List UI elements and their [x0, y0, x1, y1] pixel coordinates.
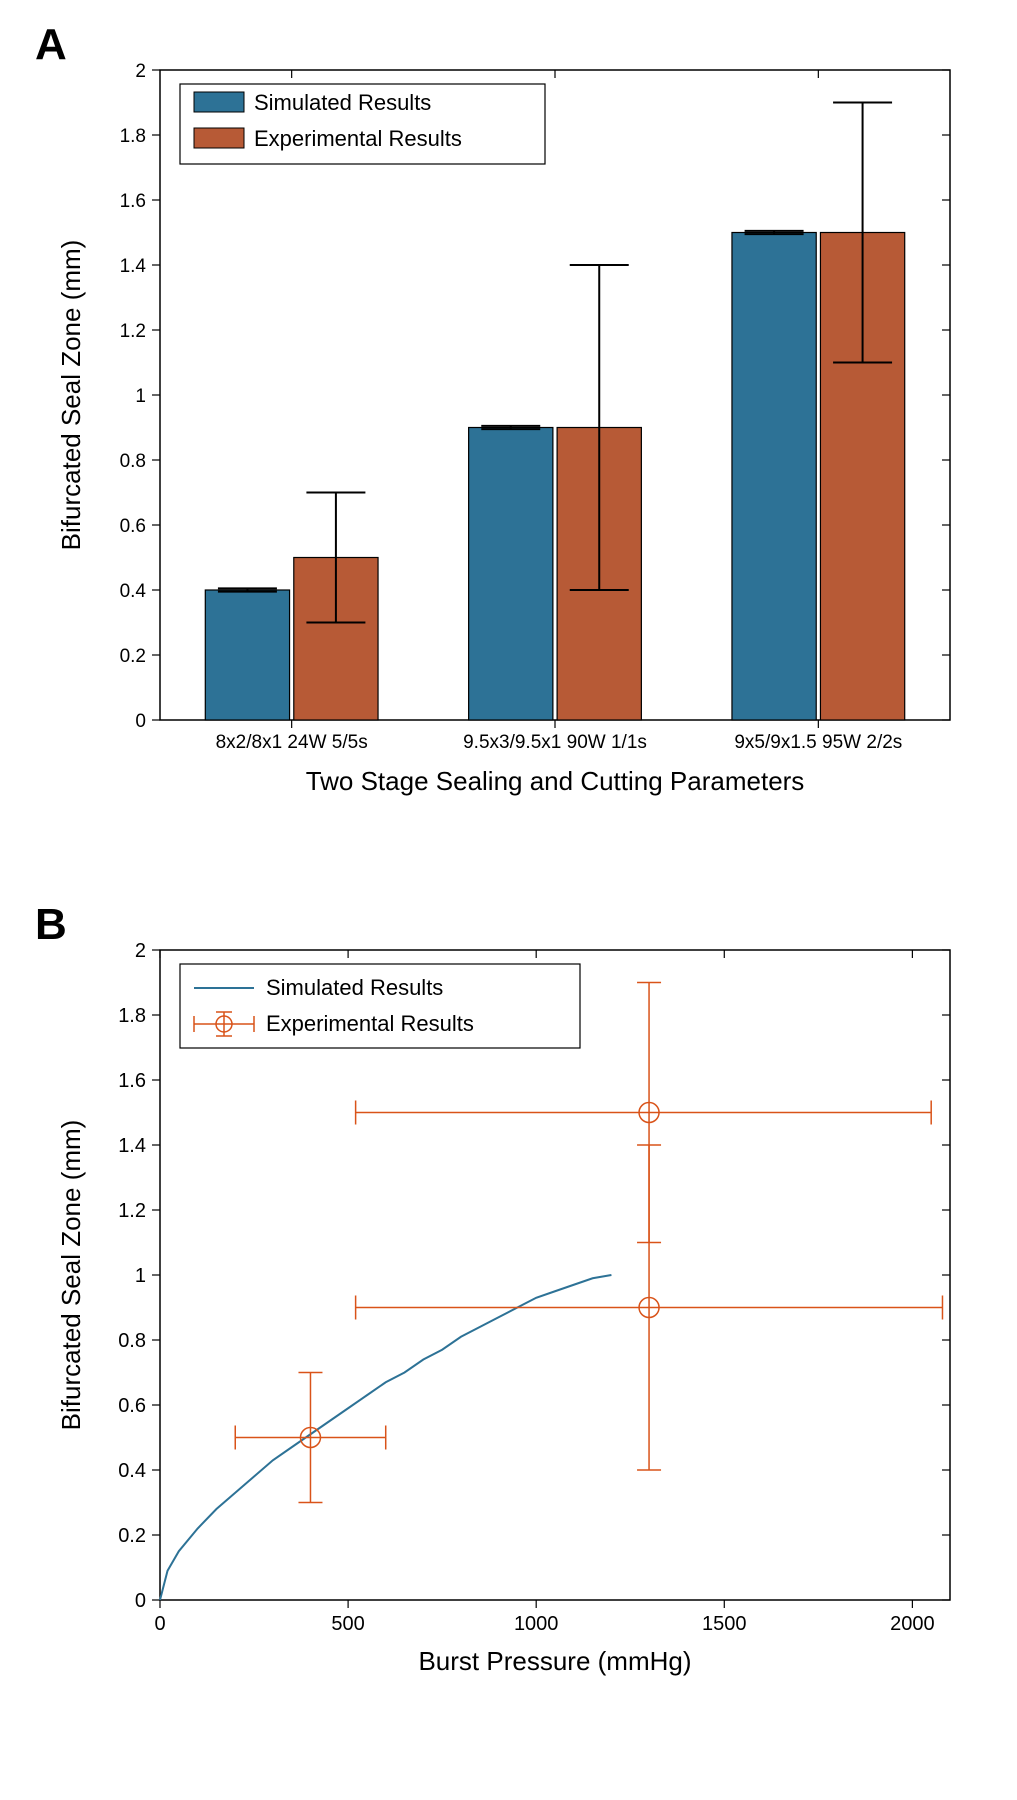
bar-chart: 0 0.2 0.4 0.6 0.8 1 1.2 1.4 1.6 1.8 2 8x2/8x1 24W 5…: [20, 20, 997, 840]
scatter-chart: 0 0.2 0.4 0.6 0.8 1 1.2 1.4 1.6 1.8 2 0 500 1000 1500 2…: [20, 900, 997, 1720]
svg-text:1.6: 1.6: [118, 1070, 146, 1092]
svg-text:Experimental Results: Experimental Results: [266, 1011, 474, 1036]
svg-text:2: 2: [135, 940, 146, 962]
svg-text:1.8: 1.8: [118, 1005, 146, 1027]
svg-text:Experimental Results: Experimental Results: [254, 126, 462, 151]
svg-text:9x5/9x1.5 95W 2/2s: 9x5/9x1.5 95W 2/2s: [734, 732, 902, 753]
svg-text:Simulated Results: Simulated Results: [266, 975, 443, 1000]
svg-text:Simulated Results: Simulated Results: [254, 90, 431, 115]
svg-text:1.2: 1.2: [118, 1200, 146, 1222]
panel-b-label: B: [35, 900, 67, 950]
svg-text:500: 500: [331, 1613, 364, 1635]
svg-text:1500: 1500: [702, 1613, 747, 1635]
svg-text:9.5x3/9.5x1 90W 1/1s: 9.5x3/9.5x1 90W 1/1s: [463, 732, 647, 753]
svg-text:0.6: 0.6: [120, 516, 146, 537]
panel-a-label: A: [35, 20, 67, 70]
svg-text:0: 0: [154, 1613, 165, 1635]
svg-text:1.2: 1.2: [120, 321, 146, 342]
svg-text:1.8: 1.8: [120, 126, 146, 147]
svg-text:1000: 1000: [514, 1613, 559, 1635]
svg-text:Two Stage Sealing and Cutting: Two Stage Sealing and Cutting Parameters: [306, 766, 805, 796]
svg-text:Burst Pressure (mmHg): Burst Pressure (mmHg): [418, 1646, 691, 1676]
svg-text:1.4: 1.4: [120, 256, 147, 277]
panel-b: B 0 0.2 0.4 0.6 0.8 1 1.2 1.4 1.6 1.8 2 0 500 1000 150…: [20, 900, 997, 1720]
svg-text:1.4: 1.4: [118, 1135, 146, 1157]
svg-text:Bifurcated Seal Zone (mm): Bifurcated Seal Zone (mm): [56, 240, 86, 551]
svg-text:0: 0: [135, 711, 146, 732]
svg-text:8x2/8x1 24W 5/5s: 8x2/8x1 24W 5/5s: [216, 732, 368, 753]
figure-container: A 0 0.2 0.4 0.6 0.8 1 1.2 1.4 1.6 1.8 2 8x2/8x1 24W…: [20, 20, 997, 1720]
svg-text:0.8: 0.8: [118, 1330, 146, 1352]
svg-text:2: 2: [135, 61, 146, 82]
svg-text:0.2: 0.2: [118, 1525, 146, 1547]
svg-text:1: 1: [135, 1265, 146, 1287]
svg-text:2000: 2000: [890, 1613, 935, 1635]
svg-text:0.4: 0.4: [118, 1460, 146, 1482]
svg-text:0.4: 0.4: [120, 581, 147, 602]
svg-text:0.8: 0.8: [120, 451, 146, 472]
svg-text:Bifurcated Seal Zone (mm): Bifurcated Seal Zone (mm): [56, 1120, 86, 1431]
svg-text:0: 0: [135, 1590, 146, 1612]
svg-text:1.6: 1.6: [120, 191, 146, 212]
svg-text:0.2: 0.2: [120, 646, 146, 667]
panel-a: A 0 0.2 0.4 0.6 0.8 1 1.2 1.4 1.6 1.8 2 8x2/8x1 24W…: [20, 20, 997, 840]
svg-text:0.6: 0.6: [118, 1395, 146, 1417]
svg-text:1: 1: [135, 386, 146, 407]
